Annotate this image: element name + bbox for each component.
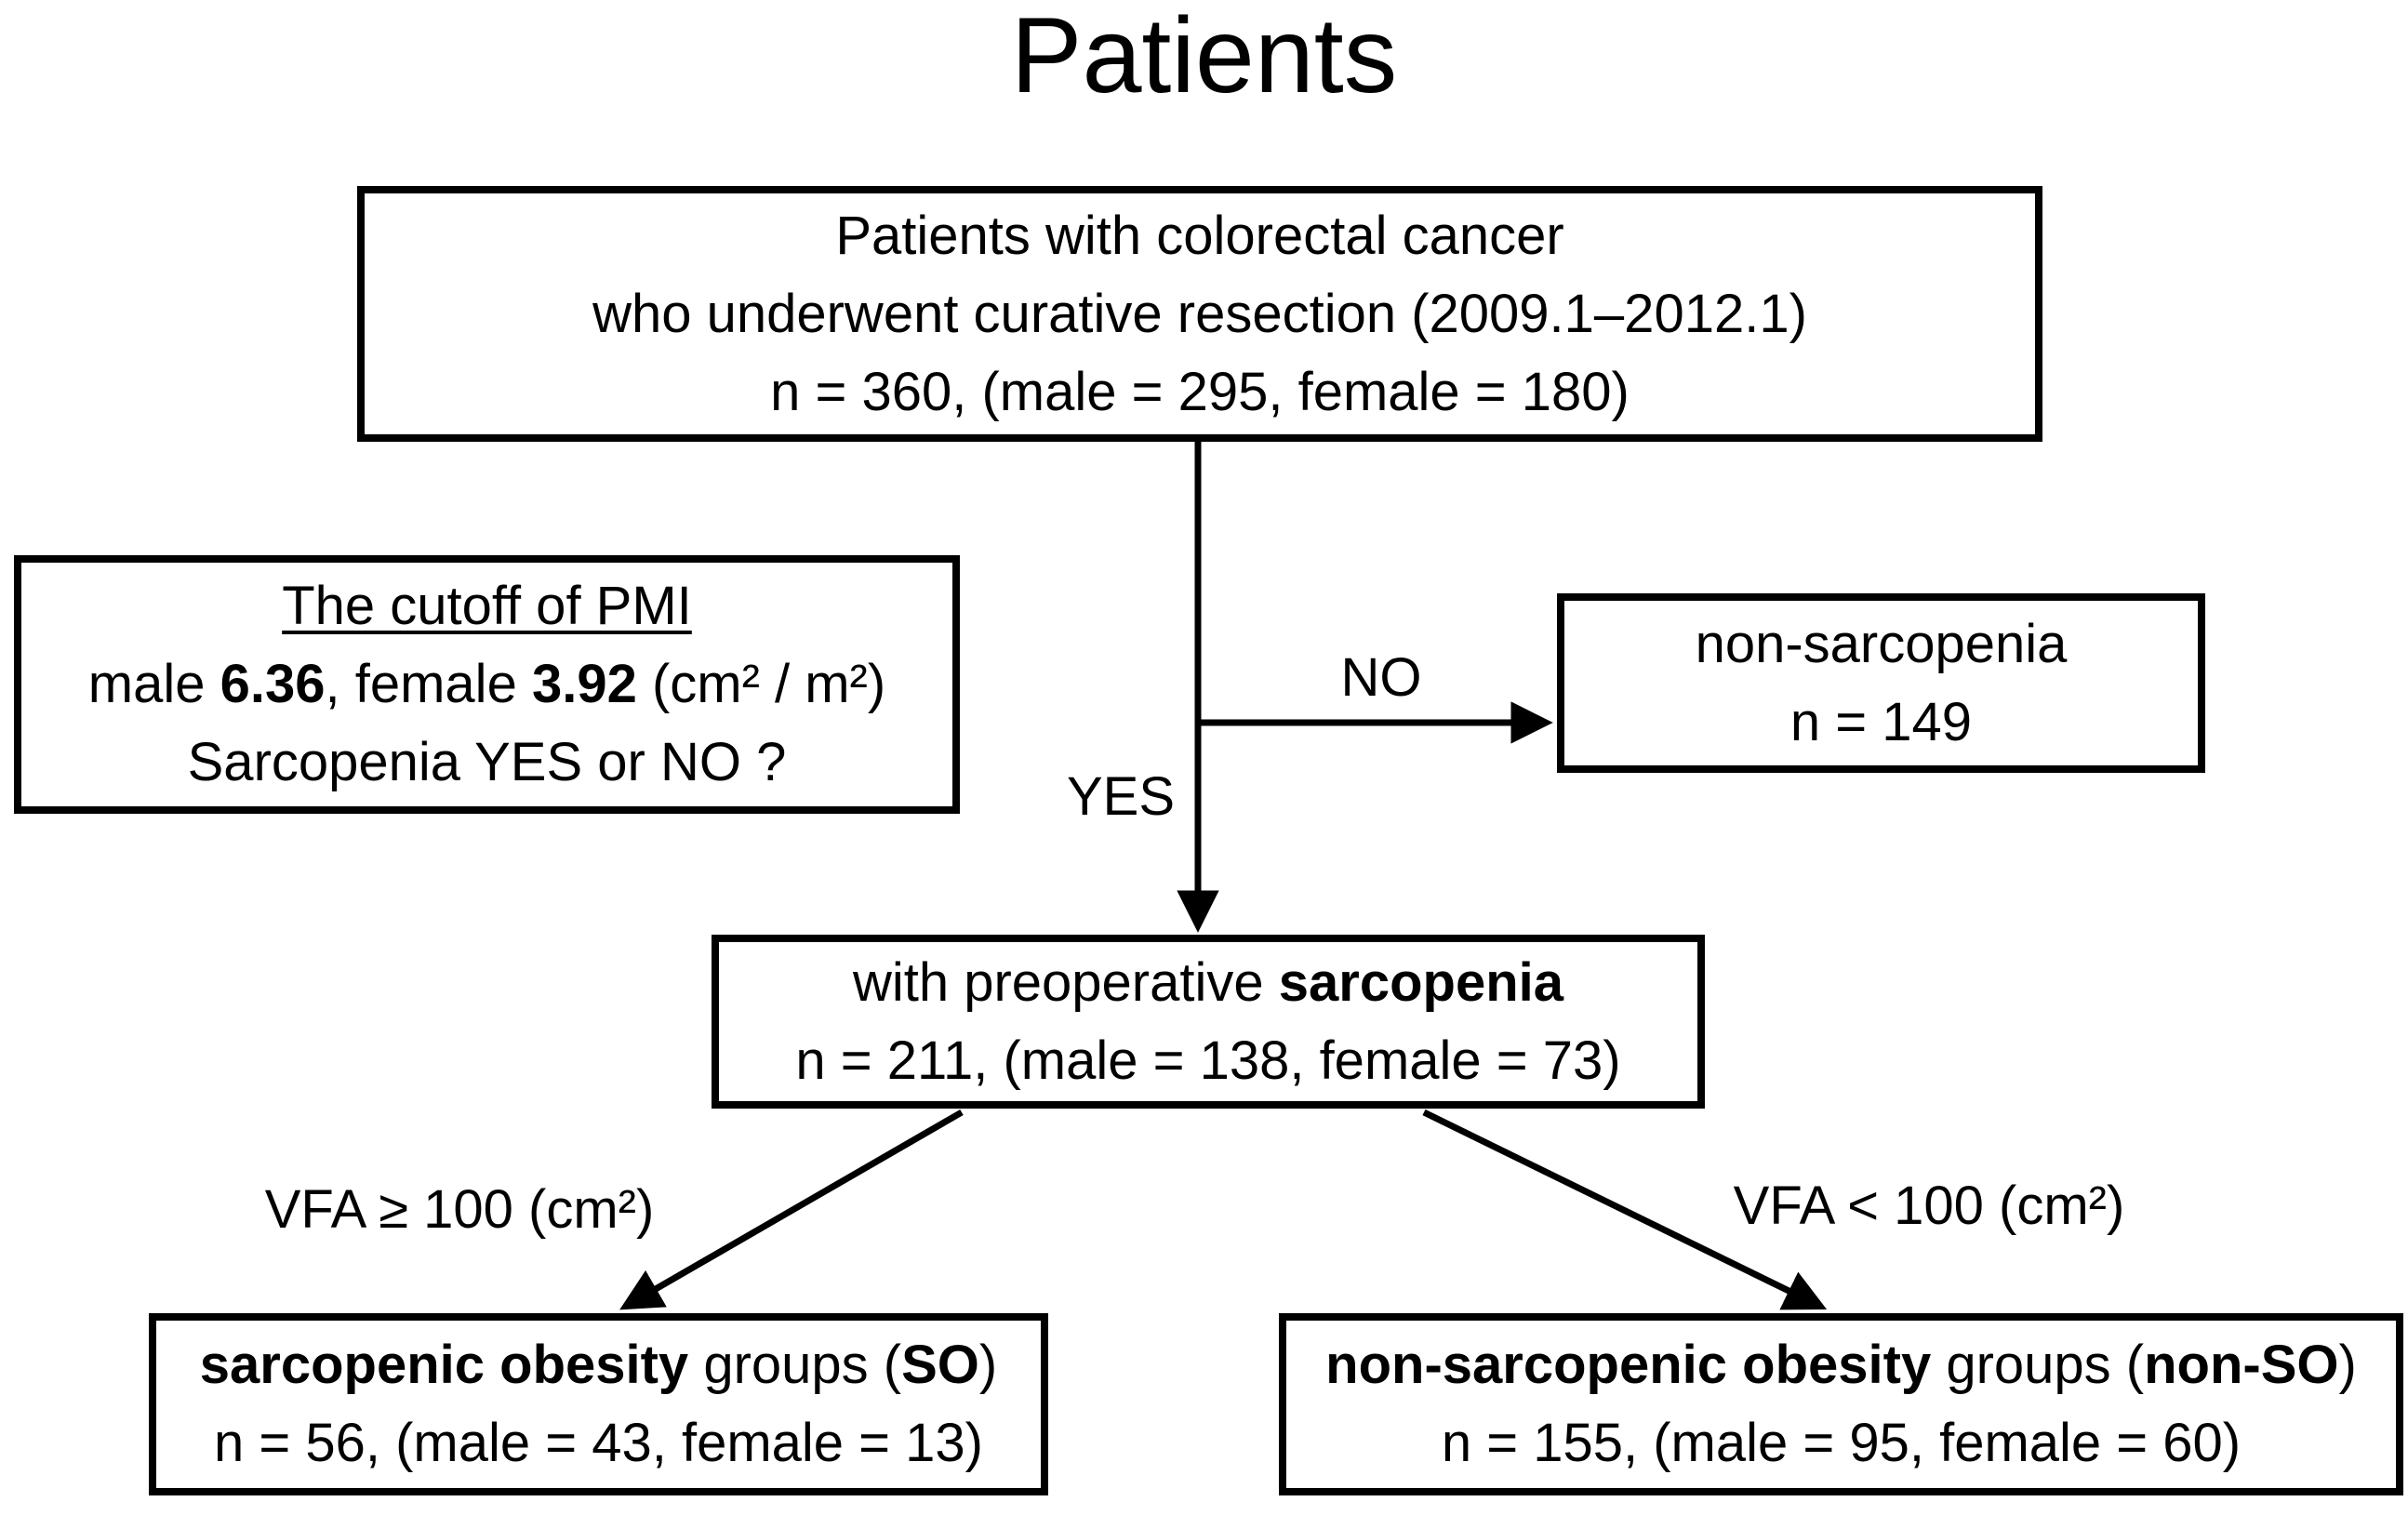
text-segment: , female <box>325 654 532 714</box>
box-line: n = 360, (male = 295, female = 180) <box>770 353 1630 432</box>
text-segment: 3.92 <box>531 654 637 714</box>
box-cohort: Patients with colorectal cancer who under… <box>357 186 2042 442</box>
box-line: Sarcopenia YES or NO ? <box>188 724 787 802</box>
text-segment: male <box>87 654 220 714</box>
box-non-so-group: non-sarcopenic obesity groups (non-SO) n … <box>1279 1313 2403 1495</box>
box-line: male 6.36, female 3.92 (cm² / m²) <box>88 645 885 724</box>
text-segment: n = 56, (male = 43, female = 13) <box>214 1413 983 1473</box>
box-line: with preoperative sarcopenia <box>853 944 1563 1022</box>
box-line: n = 56, (male = 43, female = 13) <box>214 1404 983 1482</box>
text-segment: with preoperative <box>852 951 1279 1013</box>
text-segment: groups ( <box>688 1335 902 1395</box>
text-segment: who underwent curative resection (2009.1… <box>592 283 1807 344</box>
text-segment: groups ( <box>1931 1335 2145 1395</box>
text-segment: n = 360, (male = 295, female = 180) <box>770 361 1630 422</box>
text-segment: (cm² / m²) <box>636 654 886 714</box>
text-segment: Patients with colorectal cancer <box>835 205 1564 266</box>
arrow-to-so-group <box>619 1109 964 1310</box>
box-line: The cutoff of PMI <box>282 567 692 645</box>
box-so-group: sarcopenic obesity groups (SO) n = 56, (m… <box>149 1313 1048 1495</box>
text-segment: sarcopenia <box>1278 951 1564 1013</box>
text-segment: non-sarcopenia <box>1695 613 2068 674</box>
text-segment: Sarcopenia YES or NO ? <box>187 732 787 792</box>
box-pmi-cutoff: The cutoff of PMI male 6.36, female 3.92 … <box>14 555 960 814</box>
label-yes: YES <box>1066 766 1176 827</box>
box-non-sarcopenia: non-sarcopenia n = 149 <box>1557 593 2205 773</box>
label-vfa-lt-100: VFA < 100 (cm²) <box>1733 1176 2125 1236</box>
box-line: n = 149 <box>1790 684 1972 762</box>
text-segment: non-SO <box>2144 1335 2339 1395</box>
text-segment: The cutoff of PMI <box>282 576 692 636</box>
box-line: non-sarcopenic obesity groups (non-SO) <box>1325 1326 2357 1404</box>
text-segment: non-sarcopenic obesity <box>1325 1335 1932 1395</box>
box-line: who underwent curative resection (2009.1… <box>592 275 1807 353</box>
text-segment: 6.36 <box>220 654 326 714</box>
label-no: NO <box>1340 647 1422 708</box>
box-line: n = 211, (male = 138, female = 73) <box>795 1022 1620 1100</box>
text-segment: n = 211, (male = 138, female = 73) <box>795 1030 1621 1091</box>
box-sarcopenia: with preoperative sarcopenia n = 211, (ma… <box>712 935 1705 1109</box>
label-vfa-ge-100: VFA ≥ 100 (cm²) <box>264 1179 655 1240</box>
text-segment: n = 155, (male = 95, female = 60) <box>1441 1413 2242 1473</box>
box-line: Patients with colorectal cancer <box>835 197 1563 275</box>
text-segment: SO <box>901 1335 979 1395</box>
text-segment: ) <box>2338 1335 2357 1395</box>
box-line: non-sarcopenia <box>1696 605 2068 684</box>
box-line: sarcopenic obesity groups (SO) <box>200 1326 997 1404</box>
diagram-title: Patients <box>1010 0 1398 115</box>
text-segment: ) <box>978 1335 998 1395</box>
text-segment: n = 149 <box>1789 691 1973 752</box>
box-line: n = 155, (male = 95, female = 60) <box>1442 1404 2241 1482</box>
text-segment: sarcopenic obesity <box>199 1335 689 1395</box>
